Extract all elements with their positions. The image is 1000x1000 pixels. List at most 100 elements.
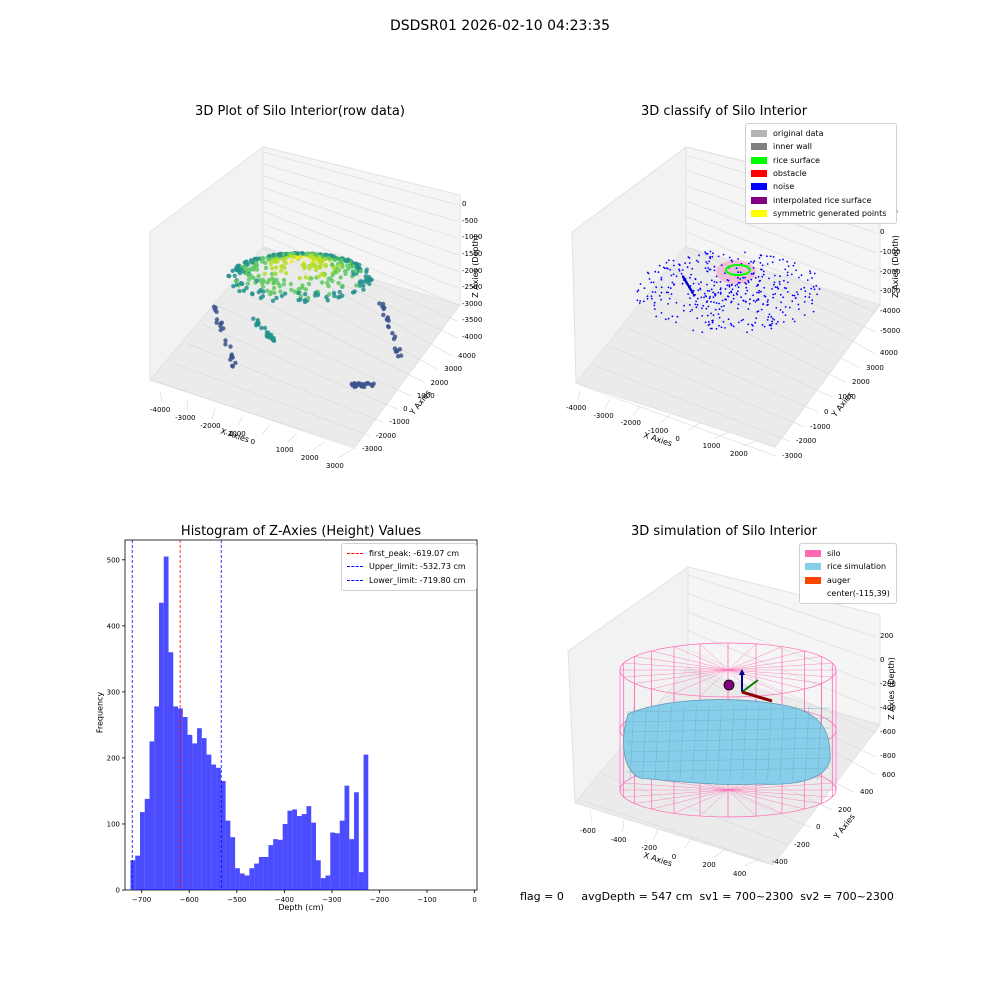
histogram-bars: [130, 556, 369, 890]
legend-label: obstacle: [773, 169, 807, 179]
raw-data-point: [343, 271, 348, 276]
noise-point: [726, 284, 729, 287]
raw-data-point: [270, 276, 275, 281]
z-tick-label: -800: [880, 752, 896, 760]
noise-point: [724, 272, 726, 275]
noise-point: [752, 267, 755, 269]
raw-data-point: [298, 293, 303, 299]
histogram-bar: [268, 845, 274, 890]
raw-data-point: [323, 262, 328, 268]
legend-swatch: [751, 183, 767, 191]
histogram-bar: [296, 816, 302, 890]
noise-point: [712, 314, 715, 316]
y-tick-label: 400: [860, 788, 874, 797]
noise-point: [666, 267, 669, 270]
x-grid-line: [632, 406, 641, 416]
noise-point: [653, 304, 656, 307]
raw-data-point: [337, 264, 342, 269]
noise-point: [783, 279, 785, 282]
silo-floor-spoke: [623, 782, 729, 791]
noise-point: [720, 264, 723, 266]
classify-points: [636, 250, 821, 333]
raw-data-point: [282, 258, 287, 263]
histogram-bar: [239, 873, 245, 890]
noise-point: [813, 272, 816, 275]
raw-data-point: [390, 331, 395, 336]
raw-data-point: [230, 268, 235, 273]
raw-data-point: [366, 381, 371, 386]
noise-point: [758, 257, 761, 259]
noise-point: [705, 295, 708, 298]
z-tick-label: -3000: [880, 287, 901, 296]
noise-point: [745, 283, 748, 285]
histogram-bar: [163, 556, 169, 890]
raw-data-point: [385, 324, 391, 329]
raw-data-point: [303, 291, 308, 297]
raw-data-point: [267, 253, 272, 259]
histogram-bar: [173, 706, 179, 890]
legend-entry: interpolated rice surface: [751, 193, 891, 206]
histogram-bar: [178, 708, 183, 890]
y-grid-line: [685, 249, 875, 354]
noise-point: [804, 290, 807, 292]
noise-point: [668, 297, 671, 300]
histogram-x-label: Depth (cm): [278, 903, 324, 912]
z-grid-line: [262, 199, 459, 272]
rice-mesh-line: [742, 705, 747, 781]
histogram-bar: [306, 806, 312, 890]
raw-data-point: [355, 265, 361, 270]
histogram-bar: [216, 767, 221, 890]
noise-point: [816, 293, 818, 296]
x-grid-line: [237, 416, 243, 427]
noise-point: [722, 309, 724, 312]
raw-data-point: [354, 283, 359, 288]
legend-label: rice surface: [773, 155, 820, 165]
z-grid-line: [685, 231, 877, 313]
legend-line-swatch: [347, 553, 363, 555]
raw-data-point: [296, 286, 301, 292]
noise-point: [759, 262, 762, 264]
noise-point: [706, 283, 708, 286]
legend-entry: Upper_limit: -532.73 cm: [347, 560, 471, 573]
silo-floor-spoke: [727, 789, 757, 817]
noise-point: [648, 278, 651, 280]
noise-point: [691, 267, 694, 270]
noise-point: [696, 303, 699, 306]
status-line: flag = 0 avgDepth = 547 cm sv1 = 700~230…: [520, 890, 894, 903]
raw-data-point: [305, 251, 310, 257]
legend-swatch: [751, 170, 767, 178]
raw-data-point: [295, 251, 300, 256]
rice-mesh-line: [729, 705, 735, 781]
noise-point: [795, 269, 797, 272]
noise-point: [672, 273, 675, 276]
silo-roof-spoke: [623, 662, 729, 671]
noise-point: [752, 261, 755, 264]
noise-point: [701, 331, 704, 333]
noise-point: [667, 317, 670, 320]
noise-point: [709, 327, 712, 330]
noise-point: [710, 312, 712, 315]
histogram-bar: [349, 839, 355, 890]
y-grid-line: [202, 324, 398, 410]
noise-point: [711, 319, 714, 322]
noise-point: [754, 301, 757, 303]
noise-point: [671, 281, 674, 284]
noise-point: [676, 315, 679, 318]
legend-label: auger: [827, 575, 851, 585]
raw-data-point: [291, 254, 296, 259]
noise-point: [654, 291, 657, 293]
histogram-bar: [135, 855, 140, 890]
silo-roof-spoke: [673, 669, 729, 694]
noise-point: [687, 293, 689, 295]
noise-point: [784, 268, 787, 271]
raw-data-point: [223, 342, 228, 347]
noise-point: [665, 261, 668, 264]
raw-data-point: [364, 269, 369, 275]
noise-point: [744, 282, 746, 284]
raw-data-point: [228, 344, 233, 349]
y-tick-label: 600: [882, 771, 896, 779]
noise-point: [792, 264, 795, 267]
noise-point: [706, 252, 709, 255]
z-grid-line: [685, 216, 877, 293]
